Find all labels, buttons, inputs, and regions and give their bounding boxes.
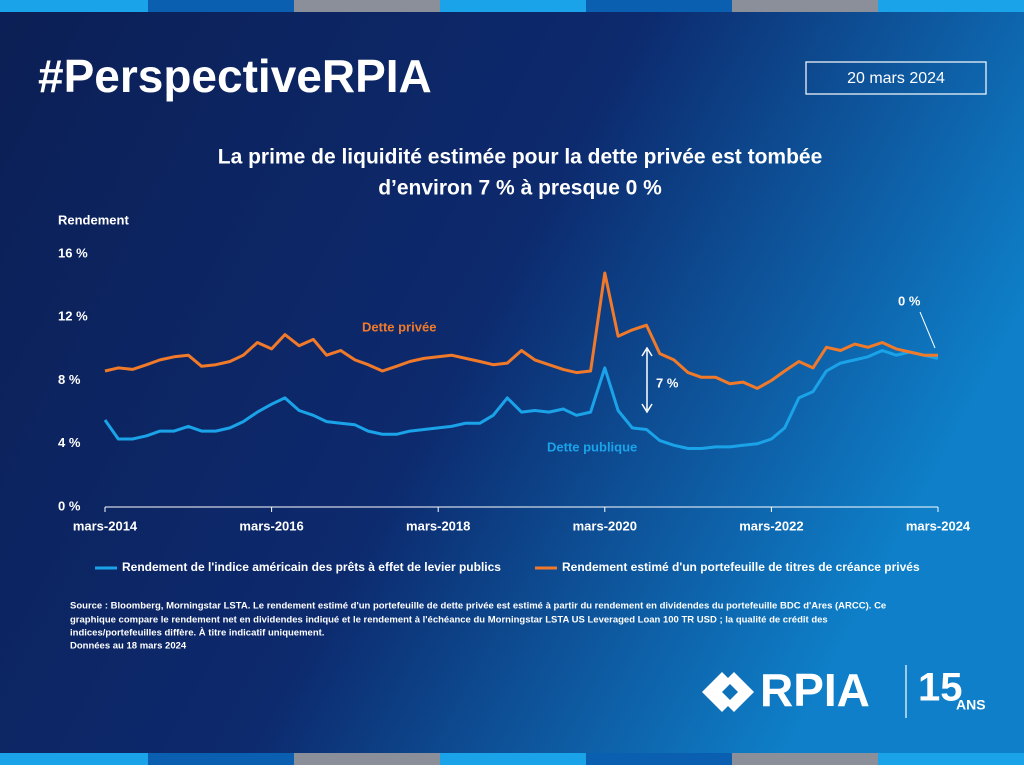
logo-mark: [726, 672, 754, 712]
x-tick-label: mars-2018: [406, 518, 470, 533]
end-gap-label: 0 %: [898, 293, 921, 308]
y-tick-label: 0 %: [58, 498, 81, 513]
gap-arrow: [641, 346, 653, 414]
gap-label: 7 %: [656, 375, 679, 390]
annotations: Dette privée Dette publique 7 % 0 %: [362, 293, 936, 454]
x-tick-label: mars-2016: [239, 518, 303, 533]
y-axis-label: Rendement: [58, 212, 129, 227]
y-tick-label: 12 %: [58, 309, 88, 324]
y-tick-label: 4 %: [58, 435, 81, 450]
series-line: [103, 349, 939, 450]
legend-label: Rendement estimé d'un portefeuille de ti…: [562, 560, 920, 574]
date-box: [805, 61, 987, 95]
legend-label: Rendement de l'indice américain des prêt…: [122, 560, 501, 574]
source-line: Données au 18 mars 2024: [70, 641, 187, 652]
hashtag: #PerspectiveRPIA: [38, 50, 432, 102]
anniversary: 15: [918, 666, 963, 710]
source-line: Source : Bloomberg, Morningstar LSTA. Le…: [70, 601, 886, 612]
x-tick-label: mars-2024: [906, 518, 971, 533]
source: Source : Bloomberg, Morningstar LSTA. Le…: [70, 601, 886, 652]
logo-mark: [702, 672, 732, 712]
x-tick-label: mars-2020: [573, 518, 637, 533]
y-tick-label: 8 %: [58, 372, 81, 387]
series-line: [104, 271, 938, 390]
date: 20 mars 2024: [847, 70, 945, 87]
private-label: Dette privée: [362, 319, 436, 334]
chart-title: d’environ 7 % à presque 0 %: [378, 177, 662, 200]
anniversary-unit: ANS: [956, 697, 986, 713]
y-tick-label: 16 %: [58, 245, 88, 260]
source-line: indices/portefeuilles diffère. À titre i…: [70, 628, 324, 639]
top-stripe: [0, 0, 1024, 12]
x-tick-label: mars-2022: [739, 518, 803, 533]
public-label: Dette publique: [547, 439, 637, 454]
x-tick-label: mars-2014: [73, 518, 138, 533]
end-gap-pointer: [919, 311, 936, 349]
source-line: graphique compare le rendement net en di…: [70, 615, 828, 626]
bottom-stripe: [0, 753, 1024, 765]
logo-text: RPIA: [760, 664, 870, 716]
chart-title: La prime de liquidité estimée pour la de…: [218, 146, 823, 169]
logo: RPIA 15 ANS: [702, 664, 986, 718]
